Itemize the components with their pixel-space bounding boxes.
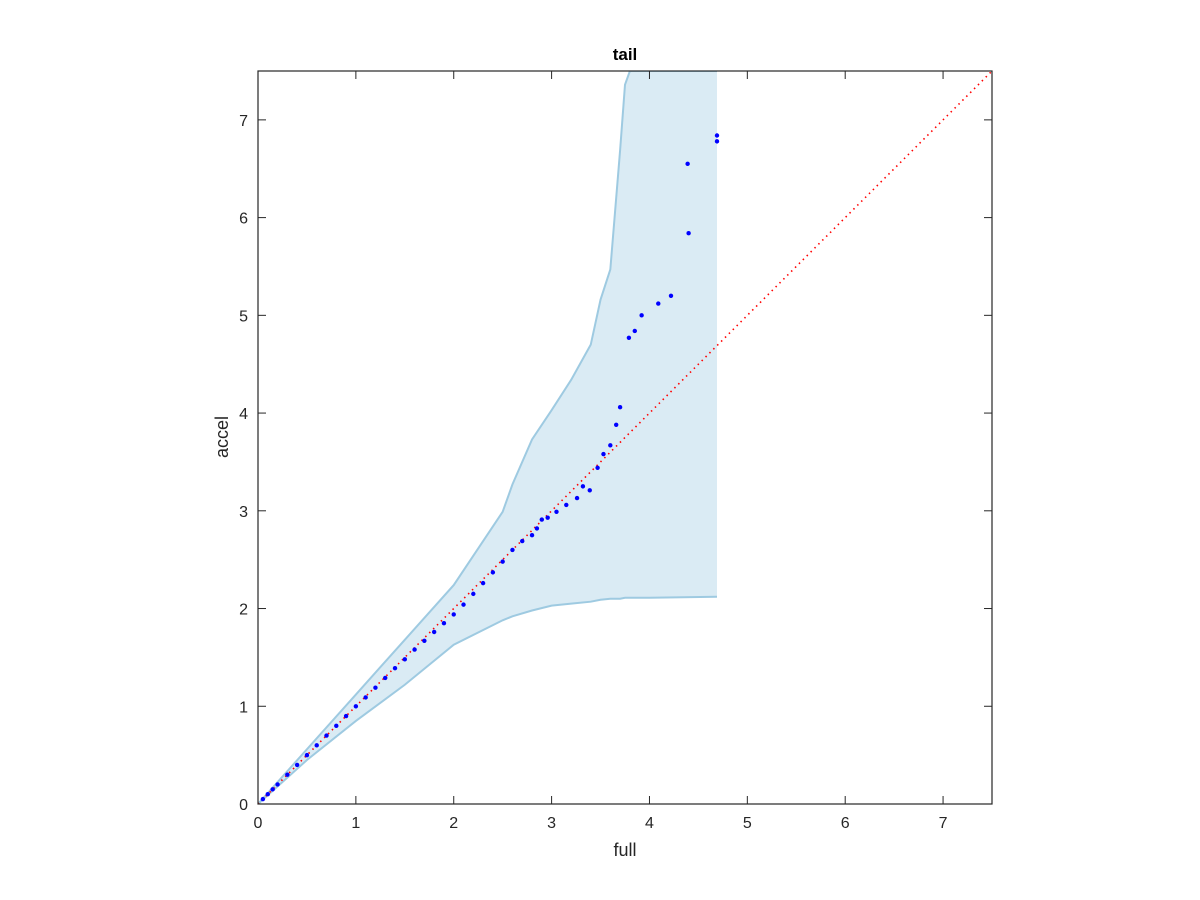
point — [461, 602, 466, 607]
point — [639, 313, 644, 318]
point — [383, 675, 388, 681]
point — [285, 772, 290, 777]
point — [534, 526, 540, 531]
y-tick-label: 2 — [239, 602, 248, 619]
point — [260, 796, 266, 802]
point — [490, 570, 496, 575]
point — [668, 293, 674, 298]
x-axis-label: full — [613, 840, 636, 860]
x-tick-label: 3 — [547, 815, 556, 832]
point — [574, 495, 580, 501]
y-tick-label: 4 — [239, 406, 248, 423]
point — [363, 695, 368, 700]
point — [294, 762, 300, 768]
point — [529, 533, 535, 538]
point — [580, 484, 586, 489]
point — [392, 665, 398, 671]
point — [402, 657, 407, 662]
point — [412, 647, 417, 652]
point — [545, 515, 550, 520]
x-tick-label: 2 — [449, 815, 458, 832]
axes-frame — [257, 70, 993, 805]
point — [353, 704, 359, 709]
point — [471, 591, 476, 597]
point — [601, 451, 606, 457]
point — [554, 509, 559, 514]
point — [613, 422, 619, 427]
point — [520, 538, 525, 544]
point — [685, 161, 690, 167]
y-tick-label: 1 — [239, 699, 248, 716]
y-axis-label: accel — [212, 416, 232, 458]
point — [656, 301, 661, 306]
point — [480, 580, 486, 586]
point — [314, 743, 319, 748]
point — [510, 547, 515, 553]
x-tick-label: 0 — [254, 815, 263, 832]
band-fill — [258, 71, 717, 804]
reference-line — [258, 71, 992, 804]
band-lower-line — [258, 595, 718, 804]
point — [334, 723, 339, 729]
point — [617, 405, 623, 410]
point — [304, 752, 310, 758]
y-tick-label: 7 — [239, 113, 248, 130]
point — [431, 629, 437, 635]
y-tick-label: 5 — [239, 308, 248, 325]
point — [324, 733, 329, 738]
point — [500, 559, 505, 564]
y-tick-label: 0 — [239, 797, 248, 814]
point — [714, 139, 720, 144]
plot-area — [258, 71, 992, 804]
point — [343, 713, 349, 719]
point — [270, 787, 275, 792]
point — [686, 231, 691, 236]
x-tick-label: 7 — [939, 815, 948, 832]
point — [539, 517, 545, 522]
point — [595, 465, 600, 470]
point — [608, 443, 613, 448]
chart-title: tail — [613, 45, 638, 64]
point — [441, 620, 447, 626]
x-tick-label: 6 — [841, 815, 850, 832]
point — [422, 638, 427, 643]
point — [632, 328, 637, 334]
x-tick-label: 1 — [351, 815, 360, 832]
band-upper-line — [258, 71, 717, 804]
point — [714, 133, 720, 138]
point — [373, 685, 378, 690]
point — [265, 792, 270, 797]
point — [275, 782, 280, 787]
point — [626, 335, 632, 341]
x-tick-label: 4 — [645, 815, 654, 832]
point — [564, 502, 569, 508]
point — [587, 488, 592, 493]
y-tick-label: 3 — [239, 504, 248, 521]
x-tick-label: 5 — [743, 815, 752, 832]
point — [451, 612, 456, 617]
y-tick-label: 6 — [239, 211, 248, 228]
